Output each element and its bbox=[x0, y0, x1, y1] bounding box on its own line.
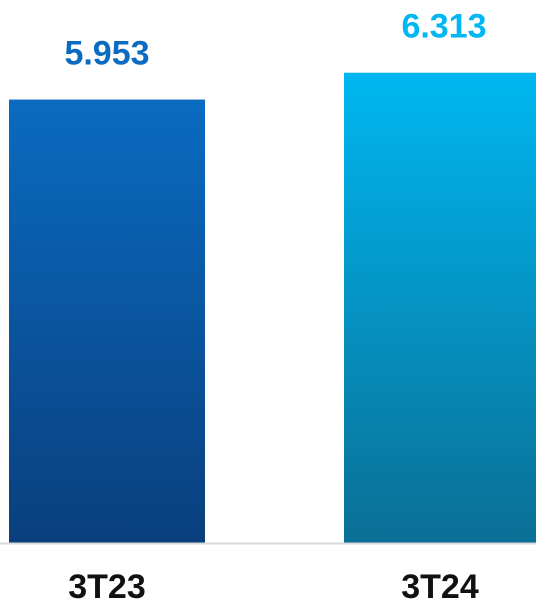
bars-layer bbox=[9, 72, 536, 543]
value-label-3T23: 5.953 bbox=[64, 35, 149, 73]
labels-layer: 5.953 3T23 6.313 3T24 bbox=[64, 8, 486, 606]
value-label-3T24: 6.313 bbox=[401, 8, 486, 46]
bar-3T23 bbox=[9, 99, 205, 543]
category-label-3T24: 3T24 bbox=[401, 568, 479, 606]
category-label-3T23: 3T23 bbox=[68, 568, 146, 606]
bar-3T24 bbox=[344, 72, 536, 543]
